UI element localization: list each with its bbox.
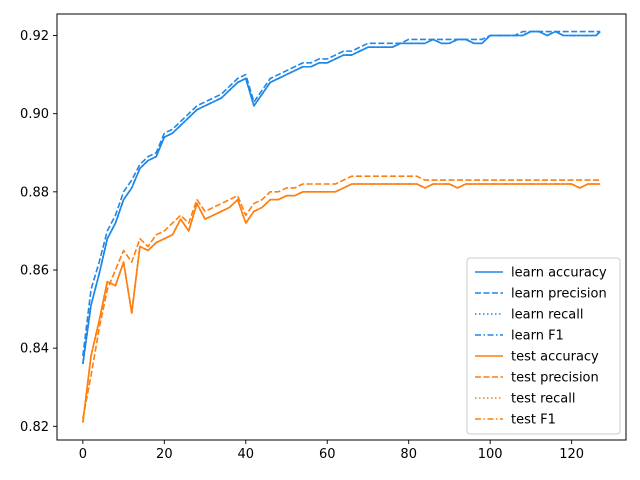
series-line-test-recall bbox=[82, 183, 601, 423]
y-tick-label: 0.88 bbox=[20, 185, 49, 200]
plot-frame bbox=[56, 13, 627, 441]
legend-label: learn F1 bbox=[511, 329, 564, 344]
x-tick-label: 120 bbox=[559, 447, 584, 462]
y-tick-label: 0.86 bbox=[20, 263, 49, 278]
legend-box bbox=[466, 257, 621, 435]
y-tick-label: 0.92 bbox=[20, 29, 49, 44]
legend-label: learn accuracy bbox=[511, 266, 607, 281]
legend-label: test F1 bbox=[511, 413, 556, 428]
legend-label: learn recall bbox=[511, 308, 583, 323]
series-line-learn-f1 bbox=[82, 30, 601, 364]
legend-label: learn precision bbox=[511, 287, 607, 302]
x-tick-label: 100 bbox=[478, 447, 503, 462]
y-tick-label: 0.84 bbox=[20, 342, 49, 357]
legend-label: test precision bbox=[511, 371, 599, 386]
series-line-test-f1 bbox=[82, 183, 601, 423]
series-line-learn-precision bbox=[82, 30, 601, 357]
y-tick-label: 0.82 bbox=[20, 420, 49, 435]
x-tick-label: 20 bbox=[156, 447, 173, 462]
x-tick-label: 60 bbox=[319, 447, 336, 462]
x-tick-label: 0 bbox=[79, 447, 87, 462]
legend: learn accuracy learn precision learn recal… bbox=[466, 257, 621, 435]
legend-label: test recall bbox=[511, 392, 576, 407]
y-axis: 0.82 0.84 0.86 0.88 0.90 0.92 bbox=[20, 29, 57, 435]
x-tick-label: 40 bbox=[238, 447, 255, 462]
legend-label: test accuracy bbox=[511, 350, 599, 365]
series-layer bbox=[82, 30, 601, 423]
series-line-test-precision bbox=[82, 175, 601, 419]
y-tick-label: 0.90 bbox=[20, 107, 49, 122]
x-tick-label: 80 bbox=[400, 447, 417, 462]
x-axis: 0 20 40 60 80 100 120 bbox=[79, 440, 584, 462]
